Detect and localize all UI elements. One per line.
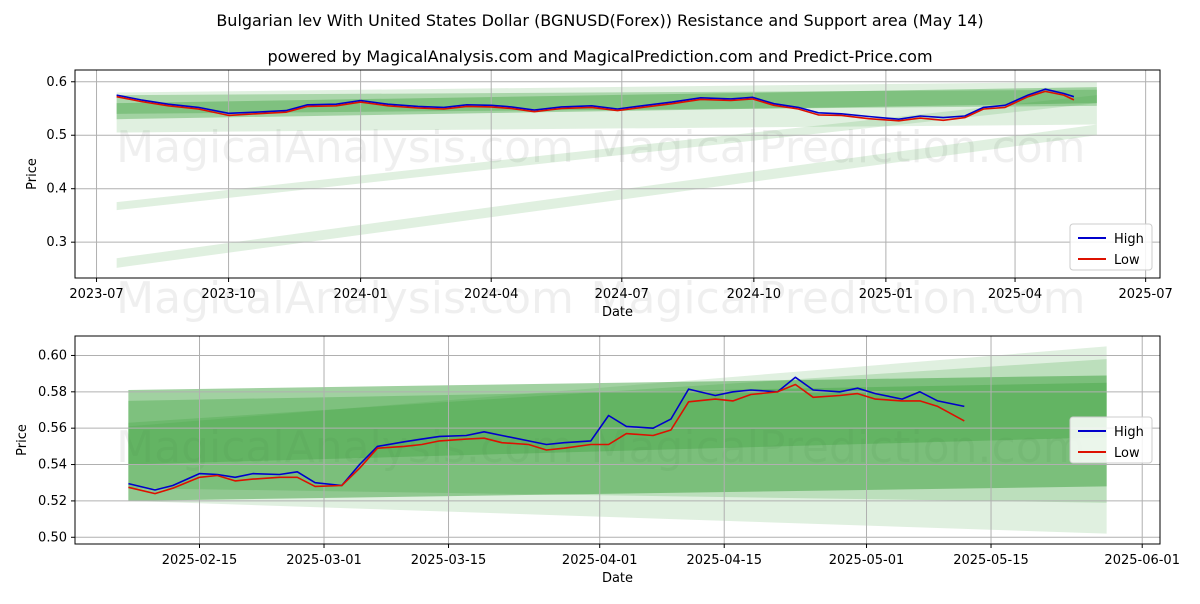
x-axis-label: Date <box>602 305 633 320</box>
resistance-support-band <box>128 382 1107 465</box>
x-tick-label: 2025-04-01 <box>562 553 638 568</box>
y-tick-label: 0.4 <box>46 182 67 197</box>
top-panel: MagicalAnalysis.com MagicalPrediction.com… <box>25 69 1173 324</box>
legend-label-low: Low <box>1114 446 1140 461</box>
x-tick-label: 2025-02-15 <box>162 553 238 568</box>
legend-box <box>1069 223 1153 271</box>
x-tick-label: 2025-05-01 <box>829 553 905 568</box>
x-tick-label: 2025-03-15 <box>411 553 487 568</box>
y-axis-label: Price <box>15 424 30 456</box>
x-tick-label: 2025-04-15 <box>686 553 762 568</box>
series-line-high <box>116 88 1075 120</box>
legend: High Low <box>1069 416 1153 464</box>
legend: High Low <box>1069 223 1153 271</box>
watermark-right: MagicalPrediction.com <box>591 122 1086 173</box>
x-tick-label: 2025-04 <box>988 287 1042 302</box>
bottom-panel: MagicalAnalysis.com MagicalPrediction.com… <box>15 335 1180 586</box>
x-tick-label: 2024-07 <box>595 287 649 302</box>
x-tick-label: 2025-01 <box>859 287 913 302</box>
x-tick-label: 2025-05-15 <box>953 553 1029 568</box>
watermark-left: MagicalAnalysis.com <box>116 122 574 173</box>
x-tick-label: 2024-04 <box>464 287 518 302</box>
x-tick-label: 2025-06-01 <box>1104 553 1180 568</box>
series-line-low <box>128 383 965 495</box>
y-tick-label: 0.3 <box>46 235 67 250</box>
y-axis-label: Price <box>25 158 40 190</box>
plot-frame <box>74 335 1161 545</box>
chart-subtitle: powered by MagicalAnalysis.com and Magic… <box>267 47 932 66</box>
series-group <box>116 88 1075 122</box>
x-tick-label: 2023-10 <box>201 287 255 302</box>
y-tick-label: 0.50 <box>38 530 67 545</box>
resistance-support-band <box>116 87 1097 120</box>
x-tick-label: 2023-07 <box>69 287 123 302</box>
series-group <box>128 376 965 495</box>
series-line-low <box>116 90 1075 122</box>
y-tick-label: 0.56 <box>38 421 67 436</box>
y-tick-label: 0.6 <box>46 75 67 90</box>
y-tick-label: 0.60 <box>38 348 67 363</box>
y-tick-label: 0.5 <box>46 128 67 143</box>
legend-label-low: Low <box>1114 253 1140 268</box>
resistance-support-band <box>116 95 1097 211</box>
x-tick-label: 2025-03-01 <box>286 553 362 568</box>
band-group <box>128 346 1107 534</box>
chart-title: Bulgarian lev With United States Dollar … <box>216 11 983 30</box>
plot-frame <box>74 69 1161 279</box>
watermark-right: MagicalPrediction.com <box>591 273 1086 324</box>
series-line-high <box>128 376 965 491</box>
resistance-support-band <box>116 124 1097 268</box>
y-tick-label: 0.54 <box>38 458 67 473</box>
band-group <box>116 81 1097 268</box>
x-axis-label: Date <box>602 571 633 586</box>
y-tick-label: 0.52 <box>38 494 67 509</box>
resistance-support-band <box>128 346 1107 534</box>
watermark-left: MagicalAnalysis.com <box>116 273 574 324</box>
x-tick-label: 2024-01 <box>333 287 387 302</box>
legend-label-high: High <box>1114 425 1144 440</box>
x-tick-label: 2025-07 <box>1118 287 1172 302</box>
resistance-support-band <box>116 89 1097 114</box>
y-tick-label: 0.58 <box>38 385 67 400</box>
x-tick-label: 2024-10 <box>727 287 781 302</box>
legend-label-high: High <box>1114 232 1144 247</box>
legend-box <box>1069 416 1153 464</box>
